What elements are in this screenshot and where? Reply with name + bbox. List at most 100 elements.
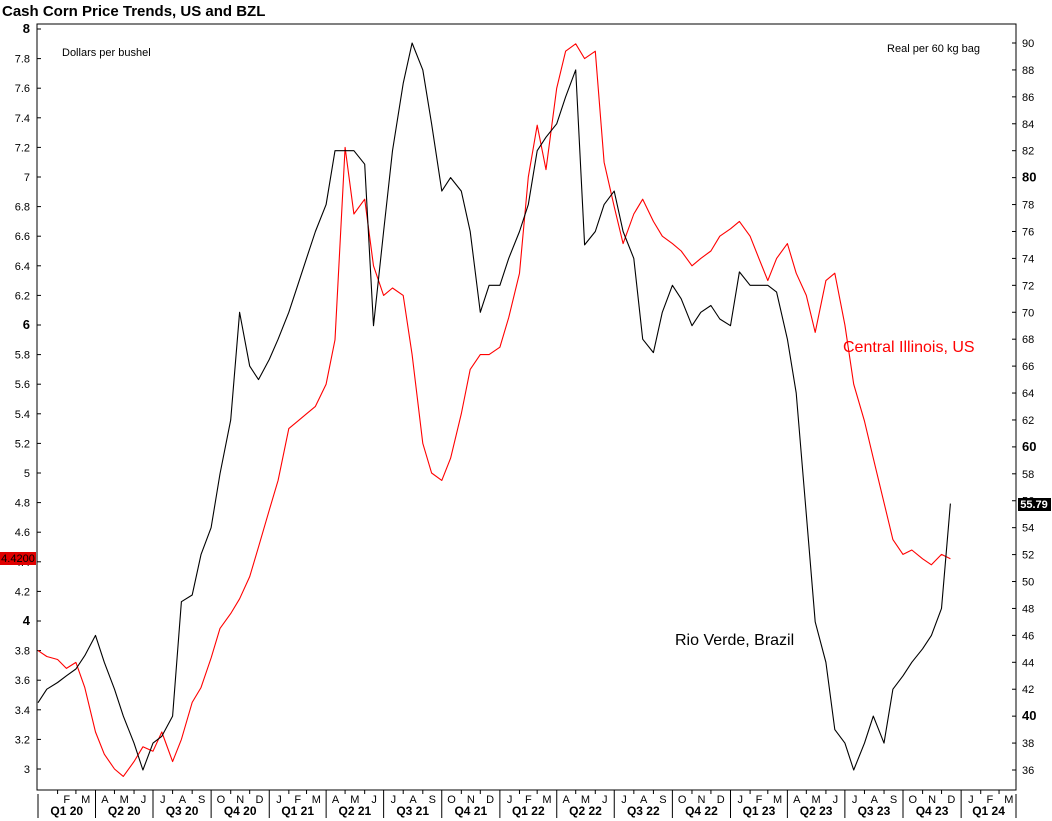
left-last-value-tag-bg xyxy=(0,552,36,565)
chart-title: Cash Corn Price Trends, US and BZL xyxy=(2,3,265,20)
x-quarter-label: Q3 20 xyxy=(166,804,199,818)
right-tick-label: 88 xyxy=(1022,65,1034,77)
right-tick-label: 40 xyxy=(1022,708,1036,723)
x-month-label: J xyxy=(391,794,397,806)
x-month-label: J xyxy=(160,794,166,806)
right-last-value-tag-bg xyxy=(1018,498,1051,511)
x-month-label: J xyxy=(141,794,147,806)
x-month-label: F xyxy=(987,794,994,806)
x-quarter-label: Q1 20 xyxy=(50,804,83,818)
x-month-label: M xyxy=(542,794,551,806)
right-last-value-tag-text: 55.79 xyxy=(1020,499,1048,511)
x-month-label: M xyxy=(350,794,359,806)
right-tick-label: 68 xyxy=(1022,334,1034,346)
right-tick-label: 70 xyxy=(1022,307,1034,319)
x-month-label: F xyxy=(756,794,763,806)
x-month-label: N xyxy=(697,794,705,806)
x-month-label: A xyxy=(793,794,801,806)
x-month-label: J xyxy=(276,794,282,806)
x-month-label: M xyxy=(312,794,321,806)
x-month-label: M xyxy=(581,794,590,806)
left-tick-label: 4.6 xyxy=(15,527,30,539)
x-month-label: A xyxy=(409,794,417,806)
right-tick-label: 48 xyxy=(1022,603,1034,615)
left-axis-unit-label: Dollars per bushel xyxy=(62,47,151,59)
right-tick-label: 60 xyxy=(1022,439,1036,454)
right-last-value-tag: 55.79 xyxy=(1018,498,1051,511)
x-month-label: J xyxy=(371,794,377,806)
left-tick-label: 7.4 xyxy=(15,113,30,125)
left-last-value-tag: 4.4200 xyxy=(0,552,36,565)
right-tick-label: 38 xyxy=(1022,738,1034,750)
x-month-label: M xyxy=(773,794,782,806)
x-month-label: J xyxy=(852,794,858,806)
x-month-label: S xyxy=(890,794,897,806)
x-month-label: N xyxy=(928,794,936,806)
right-tick-label: 58 xyxy=(1022,469,1034,481)
left-tick-label: 5.8 xyxy=(15,350,30,362)
left-tick-label: 4.2 xyxy=(15,586,30,598)
left-last-value-tag-text: 4.4200 xyxy=(1,553,35,565)
x-quarter-label: Q2 22 xyxy=(569,804,602,818)
x-quarter-label: Q4 23 xyxy=(916,804,949,818)
left-tick-label: 3.6 xyxy=(15,675,30,687)
right-tick-label: 76 xyxy=(1022,226,1034,238)
x-month-label: A xyxy=(332,794,340,806)
x-quarter-label: Q1 22 xyxy=(512,804,545,818)
x-month-label: M xyxy=(812,794,821,806)
x-month-label: A xyxy=(871,794,879,806)
x-month-label: J xyxy=(602,794,608,806)
right-axis: 3638404244464850525456586062646668707274… xyxy=(1012,38,1036,777)
x-month-label: D xyxy=(255,794,263,806)
x-month-label: F xyxy=(294,794,301,806)
x-month-label: O xyxy=(909,794,918,806)
x-month-label: A xyxy=(563,794,571,806)
right-tick-label: 78 xyxy=(1022,200,1034,212)
plot-frame xyxy=(36,23,1017,791)
right-tick-label: 44 xyxy=(1022,657,1034,669)
x-quarter-label: Q1 24 xyxy=(972,804,1005,818)
left-tick-label: 7.2 xyxy=(15,142,30,154)
left-tick-label: 4 xyxy=(23,613,31,628)
left-tick-label: 7.6 xyxy=(15,83,30,95)
left-tick-label: 5.6 xyxy=(15,379,30,391)
right-tick-label: 72 xyxy=(1022,280,1034,292)
left-tick-label: 5 xyxy=(24,468,30,480)
x-quarter-label: Q1 21 xyxy=(281,804,314,818)
x-month-label: D xyxy=(717,794,725,806)
x-quarter-label: Q2 23 xyxy=(800,804,833,818)
series-layer xyxy=(37,42,951,777)
x-month-label: D xyxy=(947,794,955,806)
x-month-label: O xyxy=(447,794,456,806)
x-quarter-label: Q3 22 xyxy=(627,804,660,818)
x-quarter-label: Q2 20 xyxy=(108,804,141,818)
us-series-annotation: Central Illinois, US xyxy=(843,339,975,356)
left-tick-label: 3.2 xyxy=(15,734,30,746)
left-axis: 33.23.43.63.844.24.44.64.855.25.45.65.86… xyxy=(15,21,41,776)
x-month-label: D xyxy=(486,794,494,806)
x-month-label: J xyxy=(507,794,513,806)
x-quarter-label: Q3 23 xyxy=(858,804,891,818)
x-quarter-label: Q2 21 xyxy=(339,804,372,818)
x-month-label: M xyxy=(1004,794,1013,806)
x-month-label: O xyxy=(678,794,687,806)
x-month-label: M xyxy=(81,794,90,806)
left-tick-label: 8 xyxy=(23,21,30,36)
right-tick-label: 62 xyxy=(1022,415,1034,427)
right-tick-label: 42 xyxy=(1022,684,1034,696)
left-tick-label: 5.4 xyxy=(15,409,30,421)
left-tick-label: 6.6 xyxy=(15,231,30,243)
right-tick-label: 52 xyxy=(1022,550,1034,562)
series-line-rio-verde xyxy=(37,42,951,771)
right-tick-label: 90 xyxy=(1022,38,1034,50)
right-tick-label: 64 xyxy=(1022,388,1034,400)
left-tick-label: 6.8 xyxy=(15,202,30,214)
x-quarter-label: Q4 21 xyxy=(454,804,487,818)
right-tick-label: 66 xyxy=(1022,361,1034,373)
left-tick-label: 7.8 xyxy=(15,54,30,66)
left-tick-label: 3 xyxy=(24,764,30,776)
left-tick-label: 6.4 xyxy=(15,261,30,273)
